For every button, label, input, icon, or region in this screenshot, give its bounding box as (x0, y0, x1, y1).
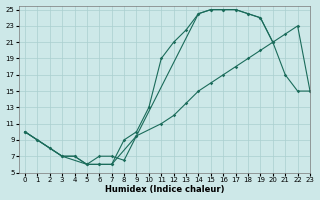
X-axis label: Humidex (Indice chaleur): Humidex (Indice chaleur) (105, 185, 224, 194)
